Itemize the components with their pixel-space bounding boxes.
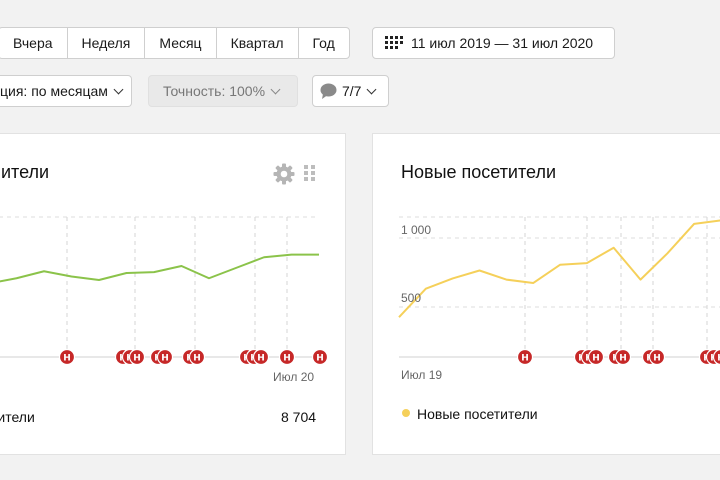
marker-glyph: Н <box>521 354 529 364</box>
annotation-marker[interactable]: Н <box>188 348 206 366</box>
marker-glyph: Н <box>133 354 141 364</box>
y-tick-label: 1 000 <box>401 223 432 237</box>
legend-color <box>402 409 410 417</box>
x-tick-label: Июл 20 <box>273 370 315 384</box>
marker-glyph: Н <box>63 354 71 364</box>
settings-gear-icon[interactable] <box>273 163 295 185</box>
marker-glyph: Н <box>161 354 169 364</box>
tab-year[interactable]: Год <box>297 27 350 59</box>
new-visitors-chart: ННННННННННН <box>398 216 720 366</box>
annotation-marker[interactable]: Н <box>712 348 720 366</box>
legend-label: Новые посетители <box>417 406 538 422</box>
drag-handle-icon[interactable] <box>304 165 316 185</box>
widget-title: Новые посетители <box>401 162 557 182</box>
chevron-down-icon <box>367 84 377 95</box>
x-tick-label: Июл 19 <box>401 368 443 382</box>
chevron-down-icon <box>270 84 281 95</box>
annotation-marker[interactable]: Н <box>252 348 270 366</box>
widget-visitors: ители ННННННННННННН Июл 20 тители 8 704 <box>0 133 346 455</box>
detail-label: ция: по месяцам <box>0 83 108 99</box>
annotation-marker[interactable]: Н <box>516 348 534 366</box>
annotations-select[interactable]: 7/7 <box>312 75 389 107</box>
date-range-button[interactable]: 11 июл 2019 — 31 июл 2020 <box>372 27 615 59</box>
annotation-marker[interactable]: Н <box>587 348 605 366</box>
chevron-down-icon <box>113 84 124 95</box>
detail-select[interactable]: ция: по месяцам <box>0 75 132 107</box>
annotation-marker[interactable]: Н <box>311 348 329 366</box>
marker-glyph: Н <box>193 354 201 364</box>
widget-new-visitors: Новые посетители ННННННННННН 1 000 500 И… <box>372 133 720 455</box>
series-total: 8 704 <box>281 409 317 425</box>
annotation-marker[interactable]: Н <box>156 348 174 366</box>
tab-quarter[interactable]: Квартал <box>215 27 299 59</box>
widget-title: ители <box>1 162 50 182</box>
series-line <box>0 253 319 283</box>
accuracy-label: Точность: 100% <box>163 83 266 99</box>
annotation-marker[interactable]: Н <box>58 348 76 366</box>
annotation-marker[interactable]: Н <box>614 348 632 366</box>
series-line <box>398 219 720 318</box>
annotation-marker[interactable]: Н <box>128 348 146 366</box>
tab-yesterday[interactable]: Вчера <box>0 27 68 59</box>
visitors-chart: ННННННННННННН <box>0 216 329 366</box>
legend-dot <box>402 409 410 417</box>
marker-glyph: Н <box>653 354 661 364</box>
tab-month[interactable]: Месяц <box>144 27 217 59</box>
period-tabs: Вчера Неделя Месяц Квартал Год <box>0 27 350 59</box>
calendar-icon <box>385 36 403 49</box>
accuracy-select[interactable]: Точность: 100% <box>148 75 298 107</box>
legend-label: тители <box>0 409 35 425</box>
marker-glyph: Н <box>619 354 627 364</box>
marker-glyph: Н <box>283 354 291 364</box>
y-tick-label: 500 <box>401 291 422 305</box>
annotation-marker[interactable]: Н <box>648 348 666 366</box>
marker-glyph: Н <box>717 354 720 364</box>
annotation-marker[interactable]: Н <box>278 348 296 366</box>
comment-icon <box>320 83 337 99</box>
marker-glyph: Н <box>592 354 600 364</box>
marker-glyph: Н <box>257 354 265 364</box>
marker-glyph: Н <box>316 354 324 364</box>
tab-week[interactable]: Неделя <box>66 27 146 59</box>
date-range-label: 11 июл 2019 — 31 июл 2020 <box>411 35 594 51</box>
annotations-count: 7/7 <box>342 83 362 99</box>
